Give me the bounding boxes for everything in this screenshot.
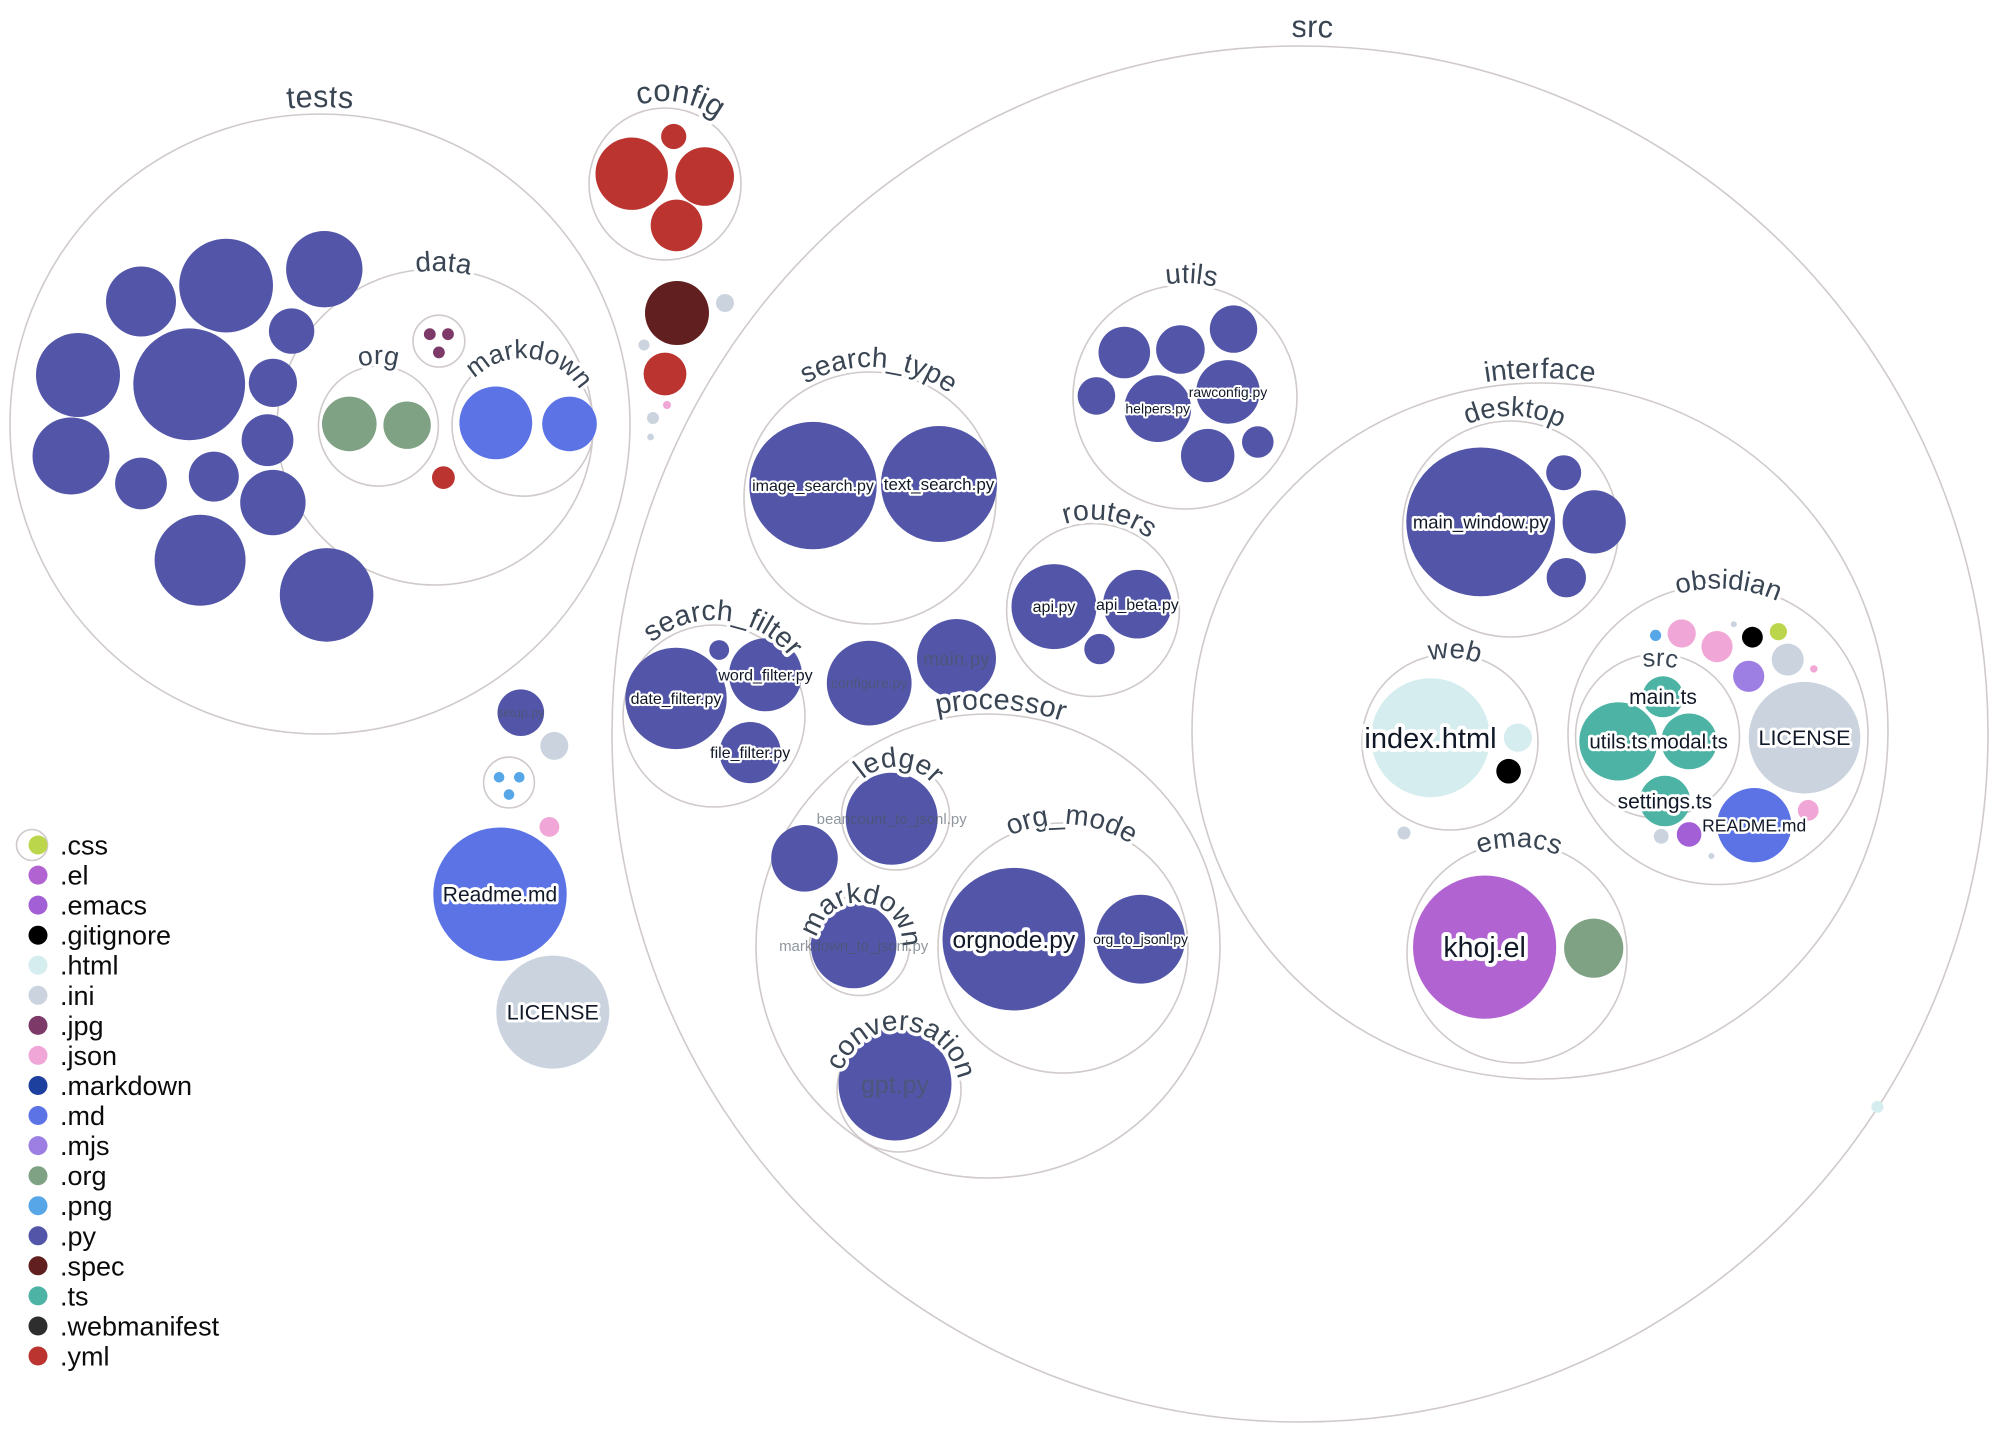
svg-text:src: src [1292, 9, 1334, 45]
svg-text:.markdown: .markdown [60, 1071, 192, 1101]
svg-text:beancount_to_jsonl.py: beancount_to_jsonl.py [817, 811, 968, 828]
svg-text:rawconfig.py: rawconfig.py [1189, 384, 1268, 400]
svg-text:web: web [1425, 633, 1485, 669]
svg-text:helpers.py: helpers.py [1125, 401, 1190, 417]
svg-text:utils: utils [1164, 258, 1221, 293]
svg-text:khoj.el: khoj.el [1443, 932, 1525, 964]
svg-text:org: org [355, 340, 402, 372]
svg-text:setup.py: setup.py [497, 706, 545, 720]
svg-text:main.py: main.py [923, 650, 990, 671]
svg-text:.md: .md [60, 1101, 105, 1131]
svg-text:README.md: README.md [1702, 815, 1806, 835]
svg-text:api_beta.py: api_beta.py [1096, 597, 1179, 614]
svg-text:.mjs: .mjs [60, 1131, 110, 1161]
svg-text:.org: .org [60, 1161, 107, 1191]
svg-text:.ts: .ts [60, 1281, 89, 1311]
svg-text:settings.ts: settings.ts [1618, 790, 1713, 813]
svg-text:word_filter.py: word_filter.py [717, 667, 812, 684]
svg-text:.ini: .ini [60, 981, 95, 1011]
svg-text:.jpg: .jpg [60, 1011, 104, 1041]
svg-text:index.html: index.html [1364, 723, 1496, 755]
svg-text:modal.ts: modal.ts [1650, 731, 1727, 754]
svg-text:main.ts: main.ts [1629, 686, 1697, 709]
svg-text:gpt.py: gpt.py [861, 1071, 930, 1099]
svg-text:.json: .json [60, 1041, 117, 1071]
svg-text:date_filter.py: date_filter.py [631, 691, 722, 708]
svg-text:.css: .css [60, 831, 108, 861]
svg-text:image_search.py: image_search.py [752, 478, 874, 495]
svg-text:orgnode.py: orgnode.py [952, 927, 1075, 954]
svg-text:configure.py: configure.py [831, 675, 907, 691]
svg-text:file_filter.py: file_filter.py [710, 745, 790, 762]
svg-text:LICENSE: LICENSE [507, 1001, 599, 1025]
svg-text:src: src [1641, 644, 1681, 674]
svg-text:main_window.py: main_window.py [1413, 511, 1549, 533]
svg-text:org_to_jsonl.py: org_to_jsonl.py [1093, 931, 1188, 947]
svg-text:.html: .html [60, 951, 119, 981]
svg-text:data: data [414, 246, 475, 281]
svg-text:LICENSE: LICENSE [1758, 726, 1850, 750]
svg-text:.spec: .spec [60, 1251, 125, 1281]
svg-text:.webmanifest: .webmanifest [60, 1312, 220, 1342]
svg-text:text_search.py: text_search.py [884, 475, 995, 494]
svg-text:.png: .png [60, 1191, 113, 1221]
svg-text:.yml: .yml [60, 1342, 110, 1372]
svg-text:.emacs: .emacs [60, 891, 147, 921]
svg-text:api.py: api.py [1033, 599, 1076, 616]
svg-text:markdown_to_jsonl.py: markdown_to_jsonl.py [779, 938, 929, 955]
svg-text:interface: interface [1482, 353, 1598, 389]
svg-text:.py: .py [60, 1221, 97, 1251]
svg-text:utils.ts: utils.ts [1589, 731, 1647, 754]
svg-text:Readme.md: Readme.md [443, 884, 557, 907]
svg-text:.gitignore: .gitignore [60, 921, 171, 951]
svg-text:tests: tests [285, 79, 355, 116]
svg-text:.el: .el [60, 861, 89, 891]
